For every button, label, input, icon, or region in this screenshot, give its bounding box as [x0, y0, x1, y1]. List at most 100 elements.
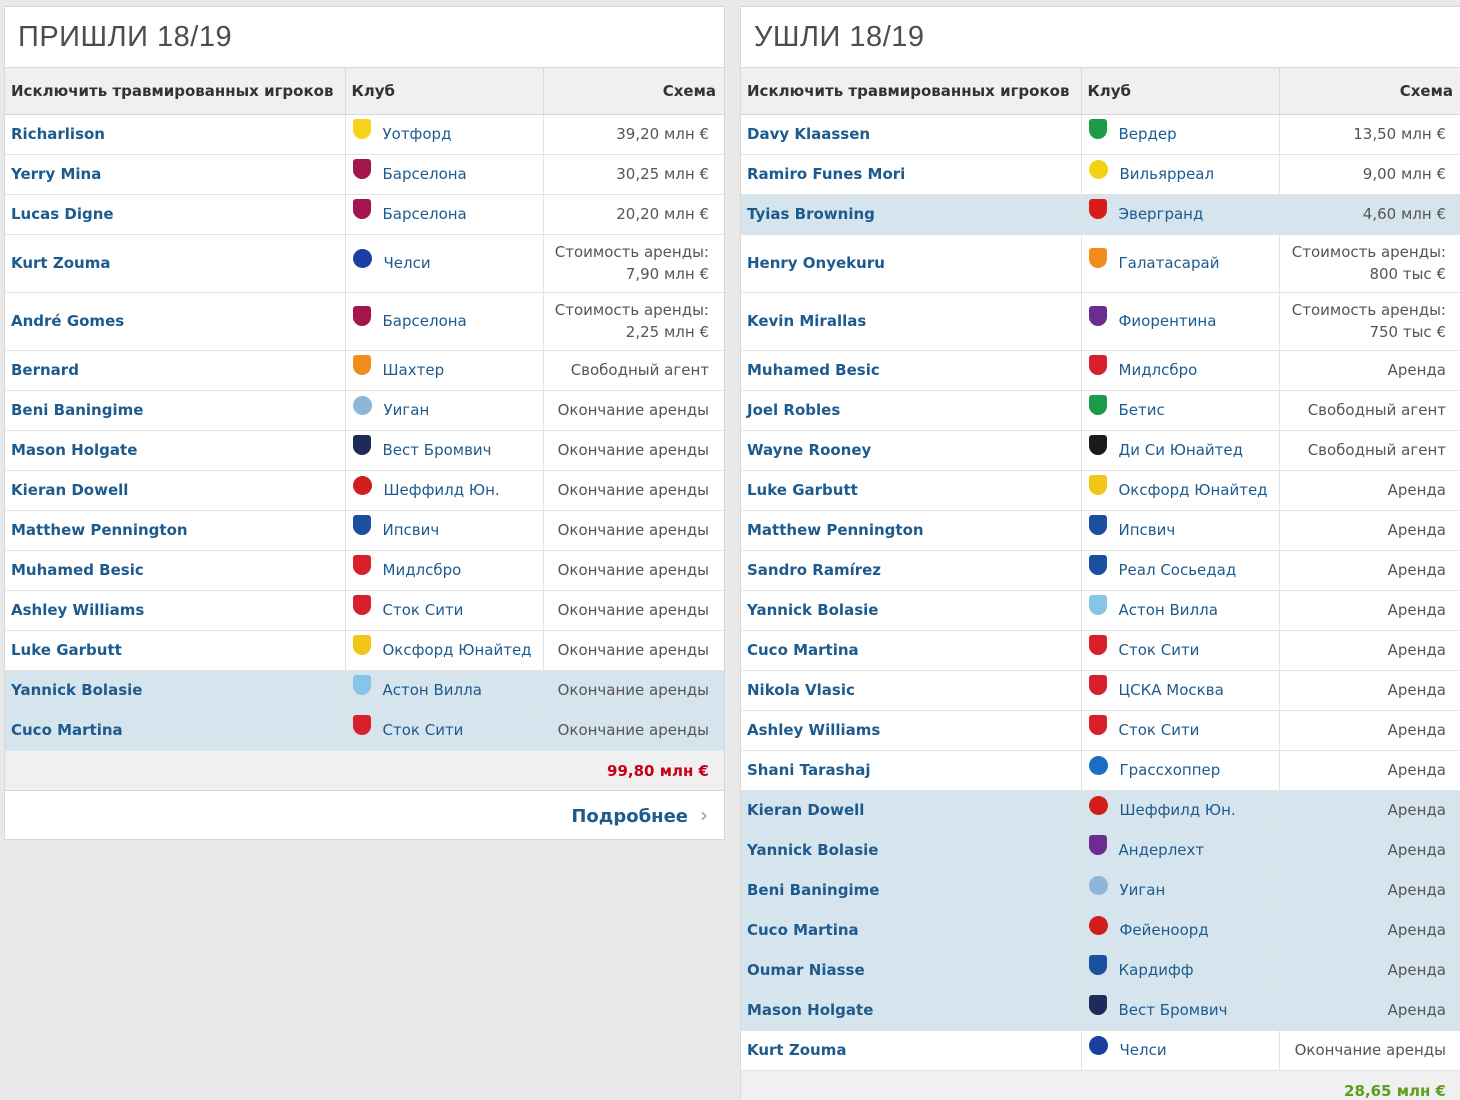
club-link[interactable]: Астон Вилла — [382, 681, 482, 699]
player-link[interactable]: André Gomes — [11, 312, 125, 330]
player-link[interactable]: Ashley Williams — [11, 601, 145, 619]
player-link[interactable]: Matthew Pennington — [747, 521, 924, 539]
player-link[interactable]: Shani Tarashaj — [747, 761, 871, 779]
club-link[interactable]: Кардифф — [1118, 961, 1194, 979]
club-crest-icon[interactable] — [1088, 355, 1107, 375]
player-link[interactable]: Yannick Bolasie — [11, 681, 143, 699]
scheme-header[interactable]: Схема — [543, 68, 724, 115]
player-link[interactable]: Cuco Martina — [747, 921, 859, 939]
player-link[interactable]: Joel Robles — [747, 401, 841, 419]
player-link[interactable]: Beni Baningime — [11, 401, 144, 419]
club-link[interactable]: Мидлсбро — [382, 561, 462, 579]
player-link[interactable]: Ashley Williams — [747, 721, 881, 739]
club-crest-icon[interactable] — [352, 715, 371, 735]
player-link[interactable]: Mason Holgate — [747, 1001, 874, 1019]
club-crest-icon[interactable] — [1088, 119, 1107, 139]
club-crest-icon[interactable] — [1088, 595, 1107, 615]
player-link[interactable]: Matthew Pennington — [11, 521, 188, 539]
club-crest-icon[interactable] — [1088, 715, 1107, 735]
club-crest-icon[interactable] — [1088, 248, 1107, 268]
player-link[interactable]: Wayne Rooney — [747, 441, 872, 459]
player-link[interactable]: Richarlison — [11, 125, 105, 143]
player-link[interactable]: Davy Klaassen — [747, 125, 871, 143]
club-crest-icon[interactable] — [352, 119, 371, 139]
club-crest-icon[interactable] — [352, 306, 371, 326]
club-link[interactable]: Шеффилд Юн. — [1119, 801, 1236, 819]
club-link[interactable]: Сток Сити — [1118, 641, 1200, 659]
club-crest-icon[interactable] — [352, 635, 371, 655]
player-link[interactable]: Oumar Niasse — [747, 961, 865, 979]
club-link[interactable]: Мидлсбро — [1118, 361, 1198, 379]
player-link[interactable]: Yannick Bolasie — [747, 601, 879, 619]
club-crest-icon[interactable] — [1088, 875, 1108, 895]
club-crest-icon[interactable] — [352, 515, 371, 535]
player-link[interactable]: Luke Garbutt — [747, 481, 858, 499]
player-link[interactable]: Kevin Mirallas — [747, 312, 867, 330]
club-crest-icon[interactable] — [352, 159, 371, 179]
club-link[interactable]: Челси — [1119, 1041, 1167, 1059]
club-crest-icon[interactable] — [352, 395, 372, 415]
club-link[interactable]: Вердер — [1118, 125, 1177, 143]
player-link[interactable]: Kurt Zouma — [11, 254, 111, 272]
club-crest-icon[interactable] — [1088, 795, 1108, 815]
player-link[interactable]: Cuco Martina — [747, 641, 859, 659]
club-header[interactable]: Клуб — [345, 68, 544, 115]
club-crest-icon[interactable] — [1088, 835, 1107, 855]
club-crest-icon[interactable] — [352, 248, 372, 268]
club-link[interactable]: Уиган — [383, 401, 430, 419]
club-crest-icon[interactable] — [352, 675, 371, 695]
player-link[interactable]: Mason Holgate — [11, 441, 138, 459]
exclude-injured-header[interactable]: Исключить травмированных игроков — [5, 68, 346, 115]
player-link[interactable]: Beni Baningime — [747, 881, 880, 899]
player-link[interactable]: Tyias Browning — [747, 205, 875, 223]
club-crest-icon[interactable] — [352, 199, 371, 219]
player-link[interactable]: Bernard — [11, 361, 79, 379]
club-link[interactable]: Челси — [383, 254, 431, 272]
player-link[interactable]: Muhamed Besic — [11, 561, 144, 579]
club-crest-icon[interactable] — [352, 475, 372, 495]
club-link[interactable]: Сток Сити — [1118, 721, 1200, 739]
club-crest-icon[interactable] — [1088, 915, 1108, 935]
club-crest-icon[interactable] — [1088, 475, 1107, 495]
player-link[interactable]: Nikola Vlasic — [747, 681, 855, 699]
club-link[interactable]: Ипсвич — [1118, 521, 1176, 539]
player-link[interactable]: Cuco Martina — [11, 721, 123, 739]
club-header[interactable]: Клуб — [1081, 68, 1280, 115]
club-link[interactable]: Уотфорд — [382, 125, 452, 143]
club-crest-icon[interactable] — [1088, 635, 1107, 655]
club-link[interactable]: Грассхоппер — [1119, 761, 1221, 779]
club-crest-icon[interactable] — [352, 355, 371, 375]
player-link[interactable]: Yannick Bolasie — [747, 841, 879, 859]
club-crest-icon[interactable] — [352, 435, 371, 455]
club-crest-icon[interactable] — [352, 595, 371, 615]
club-link[interactable]: Вест Бромвич — [1118, 1001, 1228, 1019]
club-link[interactable]: Оксфорд Юнайтед — [382, 641, 532, 659]
club-link[interactable]: Сток Сити — [382, 601, 464, 619]
club-crest-icon[interactable] — [352, 555, 371, 575]
club-crest-icon[interactable] — [1088, 435, 1107, 455]
player-link[interactable]: Lucas Digne — [11, 205, 114, 223]
player-link[interactable]: Ramiro Funes Mori — [747, 165, 906, 183]
club-link[interactable]: Бетис — [1118, 401, 1165, 419]
player-link[interactable]: Kieran Dowell — [747, 801, 865, 819]
club-link[interactable]: Фейеноорд — [1119, 921, 1209, 939]
club-link[interactable]: Барселона — [382, 205, 467, 223]
club-link[interactable]: Барселона — [382, 165, 467, 183]
club-crest-icon[interactable] — [1088, 395, 1107, 415]
scheme-header[interactable]: Схема — [1279, 68, 1460, 115]
club-crest-icon[interactable] — [1088, 199, 1107, 219]
club-link[interactable]: Шеффилд Юн. — [383, 481, 500, 499]
club-link[interactable]: Ди Си Юнайтед — [1118, 441, 1244, 459]
player-link[interactable]: Henry Onyekuru — [747, 254, 885, 272]
club-link[interactable]: Шахтер — [382, 361, 445, 379]
club-crest-icon[interactable] — [1088, 1035, 1108, 1055]
club-crest-icon[interactable] — [1088, 515, 1107, 535]
club-crest-icon[interactable] — [1088, 955, 1107, 975]
club-link[interactable]: ЦСКА Москва — [1118, 681, 1224, 699]
player-link[interactable]: Kieran Dowell — [11, 481, 129, 499]
club-link[interactable]: Галатасарай — [1118, 254, 1220, 272]
club-crest-icon[interactable] — [1088, 755, 1108, 775]
player-link[interactable]: Yerry Mina — [11, 165, 102, 183]
club-link[interactable]: Эвергранд — [1118, 205, 1204, 223]
club-link[interactable]: Ипсвич — [382, 521, 440, 539]
